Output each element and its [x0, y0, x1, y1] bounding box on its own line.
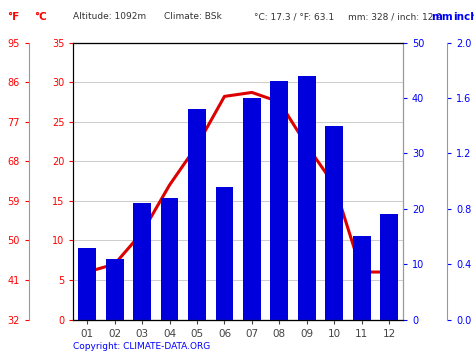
Bar [298, 76, 316, 320]
Bar [271, 81, 288, 320]
Text: °C: 17.3 / °F: 63.1: °C: 17.3 / °F: 63.1 [254, 12, 334, 21]
Bar [133, 203, 151, 320]
Bar [243, 98, 261, 320]
Text: Climate: BSk: Climate: BSk [164, 12, 221, 21]
Bar [188, 109, 206, 320]
Bar [78, 247, 96, 320]
Bar [325, 126, 343, 320]
Text: Altitude: 1092m: Altitude: 1092m [73, 12, 146, 21]
Text: °C: °C [34, 12, 47, 22]
Text: inch: inch [453, 12, 474, 22]
Text: mm: mm [431, 12, 453, 22]
Text: °F: °F [7, 12, 19, 22]
Text: Copyright: CLIMATE-DATA.ORG: Copyright: CLIMATE-DATA.ORG [73, 343, 211, 351]
Bar [353, 236, 371, 320]
Text: mm: 328 / inch: 12.9: mm: 328 / inch: 12.9 [348, 12, 442, 21]
Bar [216, 187, 233, 320]
Bar [161, 198, 179, 320]
Bar [380, 214, 398, 320]
Bar [106, 258, 124, 320]
